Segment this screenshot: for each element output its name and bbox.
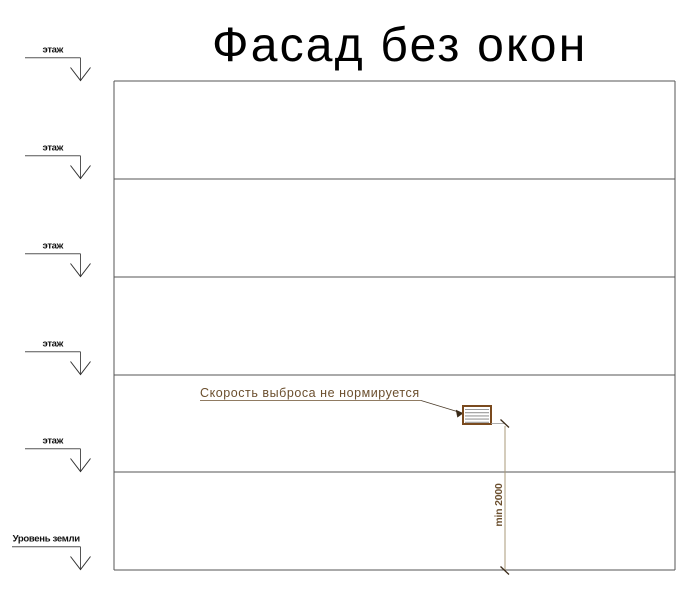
svg-text:min 2000: min 2000 bbox=[493, 483, 505, 527]
svg-text:Уровень земли: Уровень земли bbox=[13, 534, 81, 545]
svg-text:этаж: этаж bbox=[43, 241, 64, 252]
svg-text:этаж: этаж bbox=[43, 143, 64, 154]
svg-text:этаж: этаж bbox=[43, 45, 64, 56]
svg-text:Фасад без окон: Фасад без окон bbox=[212, 19, 587, 72]
svg-text:этаж: этаж bbox=[43, 339, 64, 350]
svg-text:этаж: этаж bbox=[43, 436, 64, 447]
svg-text:Скорость выброса не нормируетс: Скорость выброса не нормируется bbox=[200, 386, 420, 400]
